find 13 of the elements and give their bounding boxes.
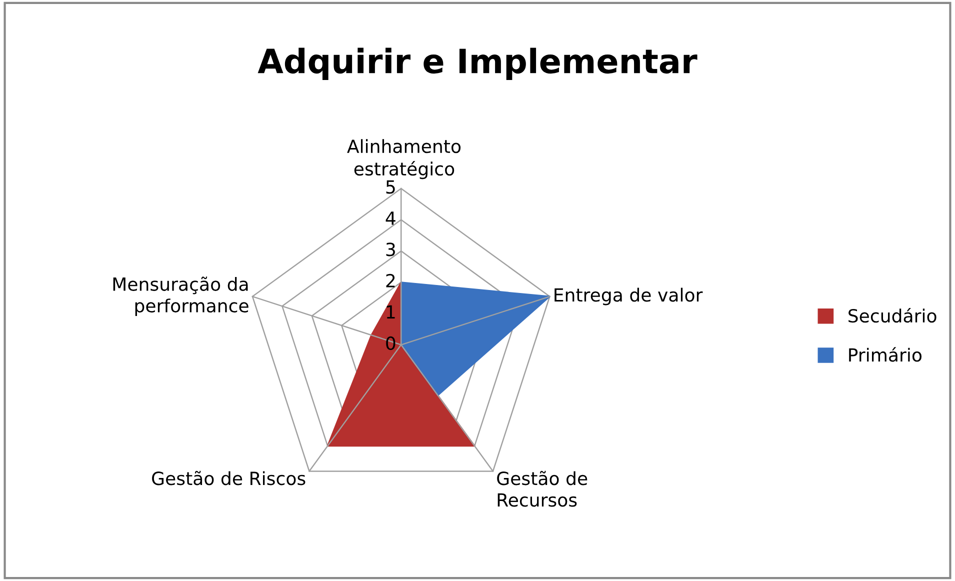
y-tick-label: 5 [386, 180, 395, 194]
chart-title: Adquirir e Implementar [258, 48, 698, 80]
y-tick-label: 2 [386, 274, 395, 288]
spoke-label: Gestão de Riscos [152, 470, 306, 486]
legend-label: Primário [849, 347, 922, 362]
y-tick-label: 1 [386, 305, 395, 319]
spoke-label: Entrega de valor [554, 288, 703, 306]
spoke-label: Alinhamento estratégico [347, 139, 461, 180]
spoke-label: Mensuração da performance [113, 276, 248, 316]
y-tick-label: 3 [386, 242, 395, 256]
legend-label: Secudário [848, 308, 936, 323]
spoke-label: Gestão de Recursos [497, 470, 588, 507]
y-tick-label: 4 [386, 212, 396, 225]
